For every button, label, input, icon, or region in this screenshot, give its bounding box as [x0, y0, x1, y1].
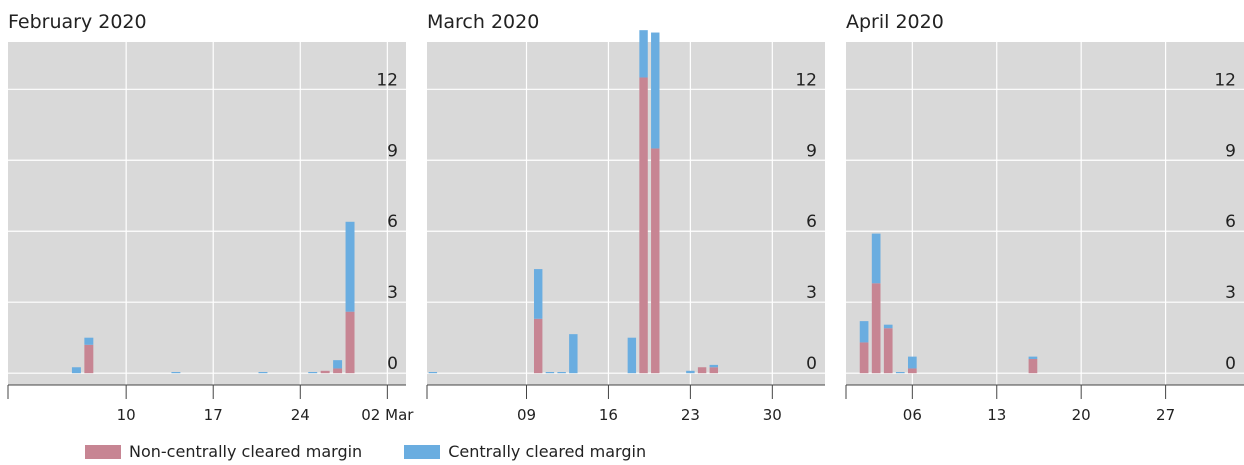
bar-noncentral [533, 318, 543, 374]
bar-central [709, 364, 719, 368]
y-tick-label: 6 [1225, 212, 1236, 232]
y-tick-label: 9 [387, 141, 398, 161]
bar-central [533, 269, 543, 319]
x-tick-label: 06 [903, 406, 922, 420]
bar-noncentral [1028, 358, 1038, 374]
bar-central [569, 334, 578, 374]
x-tick-label: 13 [987, 406, 1006, 420]
x-tick-label: 17 [204, 406, 223, 420]
bar-noncentral [320, 370, 330, 374]
charts-area: February 2020 0 3 6 9 12 10 17 24 02 Mar March 202… [7, 11, 1244, 420]
bar-central [859, 321, 869, 343]
bar-central [871, 233, 881, 284]
bar-central [258, 371, 268, 374]
chart-panel-2: March 2020 0 3 6 9 12 09 16 23 30 [426, 11, 825, 420]
bar-central [557, 371, 566, 374]
bar-central [651, 32, 660, 149]
bar-central [883, 324, 893, 329]
y-tick-label: 9 [806, 141, 817, 161]
y-tick-label: 3 [1225, 283, 1236, 303]
x-tick-label: 23 [681, 406, 700, 420]
plot-background [427, 42, 825, 385]
bar-noncentral [333, 368, 343, 374]
bar-noncentral [697, 367, 707, 374]
chart-panel-1: February 2020 0 3 6 9 12 10 17 24 02 Mar [7, 11, 414, 420]
bar-central [308, 371, 318, 374]
bar-noncentral [709, 367, 719, 374]
x-tick-label: 10 [117, 406, 136, 420]
bar-noncentral [639, 77, 648, 374]
x-tick-label: 24 [291, 406, 310, 420]
legend: Non-centrally cleared margin Centrally c… [85, 442, 646, 461]
x-tick-label: 16 [599, 406, 618, 420]
y-tick-label: 12 [1214, 70, 1236, 90]
y-tick-label: 12 [376, 70, 398, 90]
chart-title: February 2020 [8, 11, 147, 33]
x-tick-label: 27 [1156, 406, 1175, 420]
chart-title: March 2020 [427, 11, 539, 33]
bar-noncentral [859, 342, 869, 374]
bar-noncentral [84, 344, 94, 374]
y-tick-label: 3 [387, 283, 398, 303]
y-tick-label: 6 [387, 212, 398, 232]
bar-central [627, 337, 637, 374]
bar-noncentral [651, 148, 660, 374]
x-tick-label: 02 Mar [361, 406, 414, 420]
y-tick-label: 6 [806, 212, 817, 232]
x-tick-label: 30 [763, 406, 782, 420]
plot-background [8, 42, 406, 385]
bar-noncentral [871, 283, 881, 374]
legend-swatch-central [404, 444, 441, 459]
x-tick-label: 09 [517, 406, 536, 420]
chart-panel-3: April 2020 0 3 6 9 12 06 13 20 27 [845, 11, 1244, 420]
legend-swatch-noncentral [85, 444, 121, 459]
chart-title: April 2020 [846, 11, 944, 33]
bar-noncentral [907, 368, 917, 374]
y-tick-label: 3 [806, 283, 817, 303]
legend-label-central: Centrally cleared margin [448, 442, 647, 461]
x-tick-label: 20 [1072, 406, 1091, 420]
legend-item-central: Centrally cleared margin [404, 442, 646, 461]
legend-item-noncentral: Non-centrally cleared margin [85, 442, 362, 461]
bar-central [907, 356, 917, 369]
bar-central [686, 370, 695, 374]
bar-central [345, 221, 355, 312]
bar-central [545, 371, 555, 374]
bar-central [333, 360, 343, 369]
bar-noncentral [345, 311, 355, 374]
y-tick-label: 0 [1225, 354, 1236, 374]
y-tick-label: 0 [806, 354, 817, 374]
bar-central [895, 371, 905, 374]
bar-central [639, 30, 648, 78]
bar-central [171, 371, 181, 374]
bar-central [428, 371, 438, 374]
y-tick-label: 0 [387, 354, 398, 374]
legend-label-noncentral: Non-centrally cleared margin [129, 442, 363, 461]
bar-central [71, 367, 81, 374]
bar-central [1028, 356, 1038, 359]
bar-noncentral [883, 328, 893, 374]
bar-central [84, 337, 94, 345]
plot-background [846, 42, 1244, 385]
y-tick-label: 12 [795, 70, 817, 90]
y-tick-label: 9 [1225, 141, 1236, 161]
